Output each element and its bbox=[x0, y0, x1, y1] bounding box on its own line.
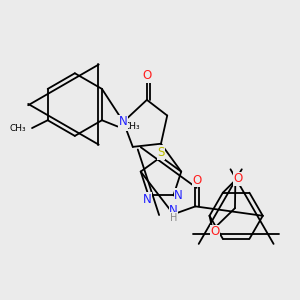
Text: N: N bbox=[119, 115, 128, 128]
Text: N: N bbox=[174, 189, 183, 202]
Text: O: O bbox=[142, 69, 152, 82]
Text: N: N bbox=[169, 204, 178, 217]
Text: S: S bbox=[157, 146, 165, 159]
Text: O: O bbox=[233, 172, 242, 185]
Text: O: O bbox=[211, 225, 220, 238]
Text: N: N bbox=[142, 193, 151, 206]
Text: CH₃: CH₃ bbox=[123, 122, 140, 131]
Text: H: H bbox=[170, 213, 177, 223]
Text: O: O bbox=[192, 174, 202, 187]
Text: CH₃: CH₃ bbox=[10, 124, 26, 133]
